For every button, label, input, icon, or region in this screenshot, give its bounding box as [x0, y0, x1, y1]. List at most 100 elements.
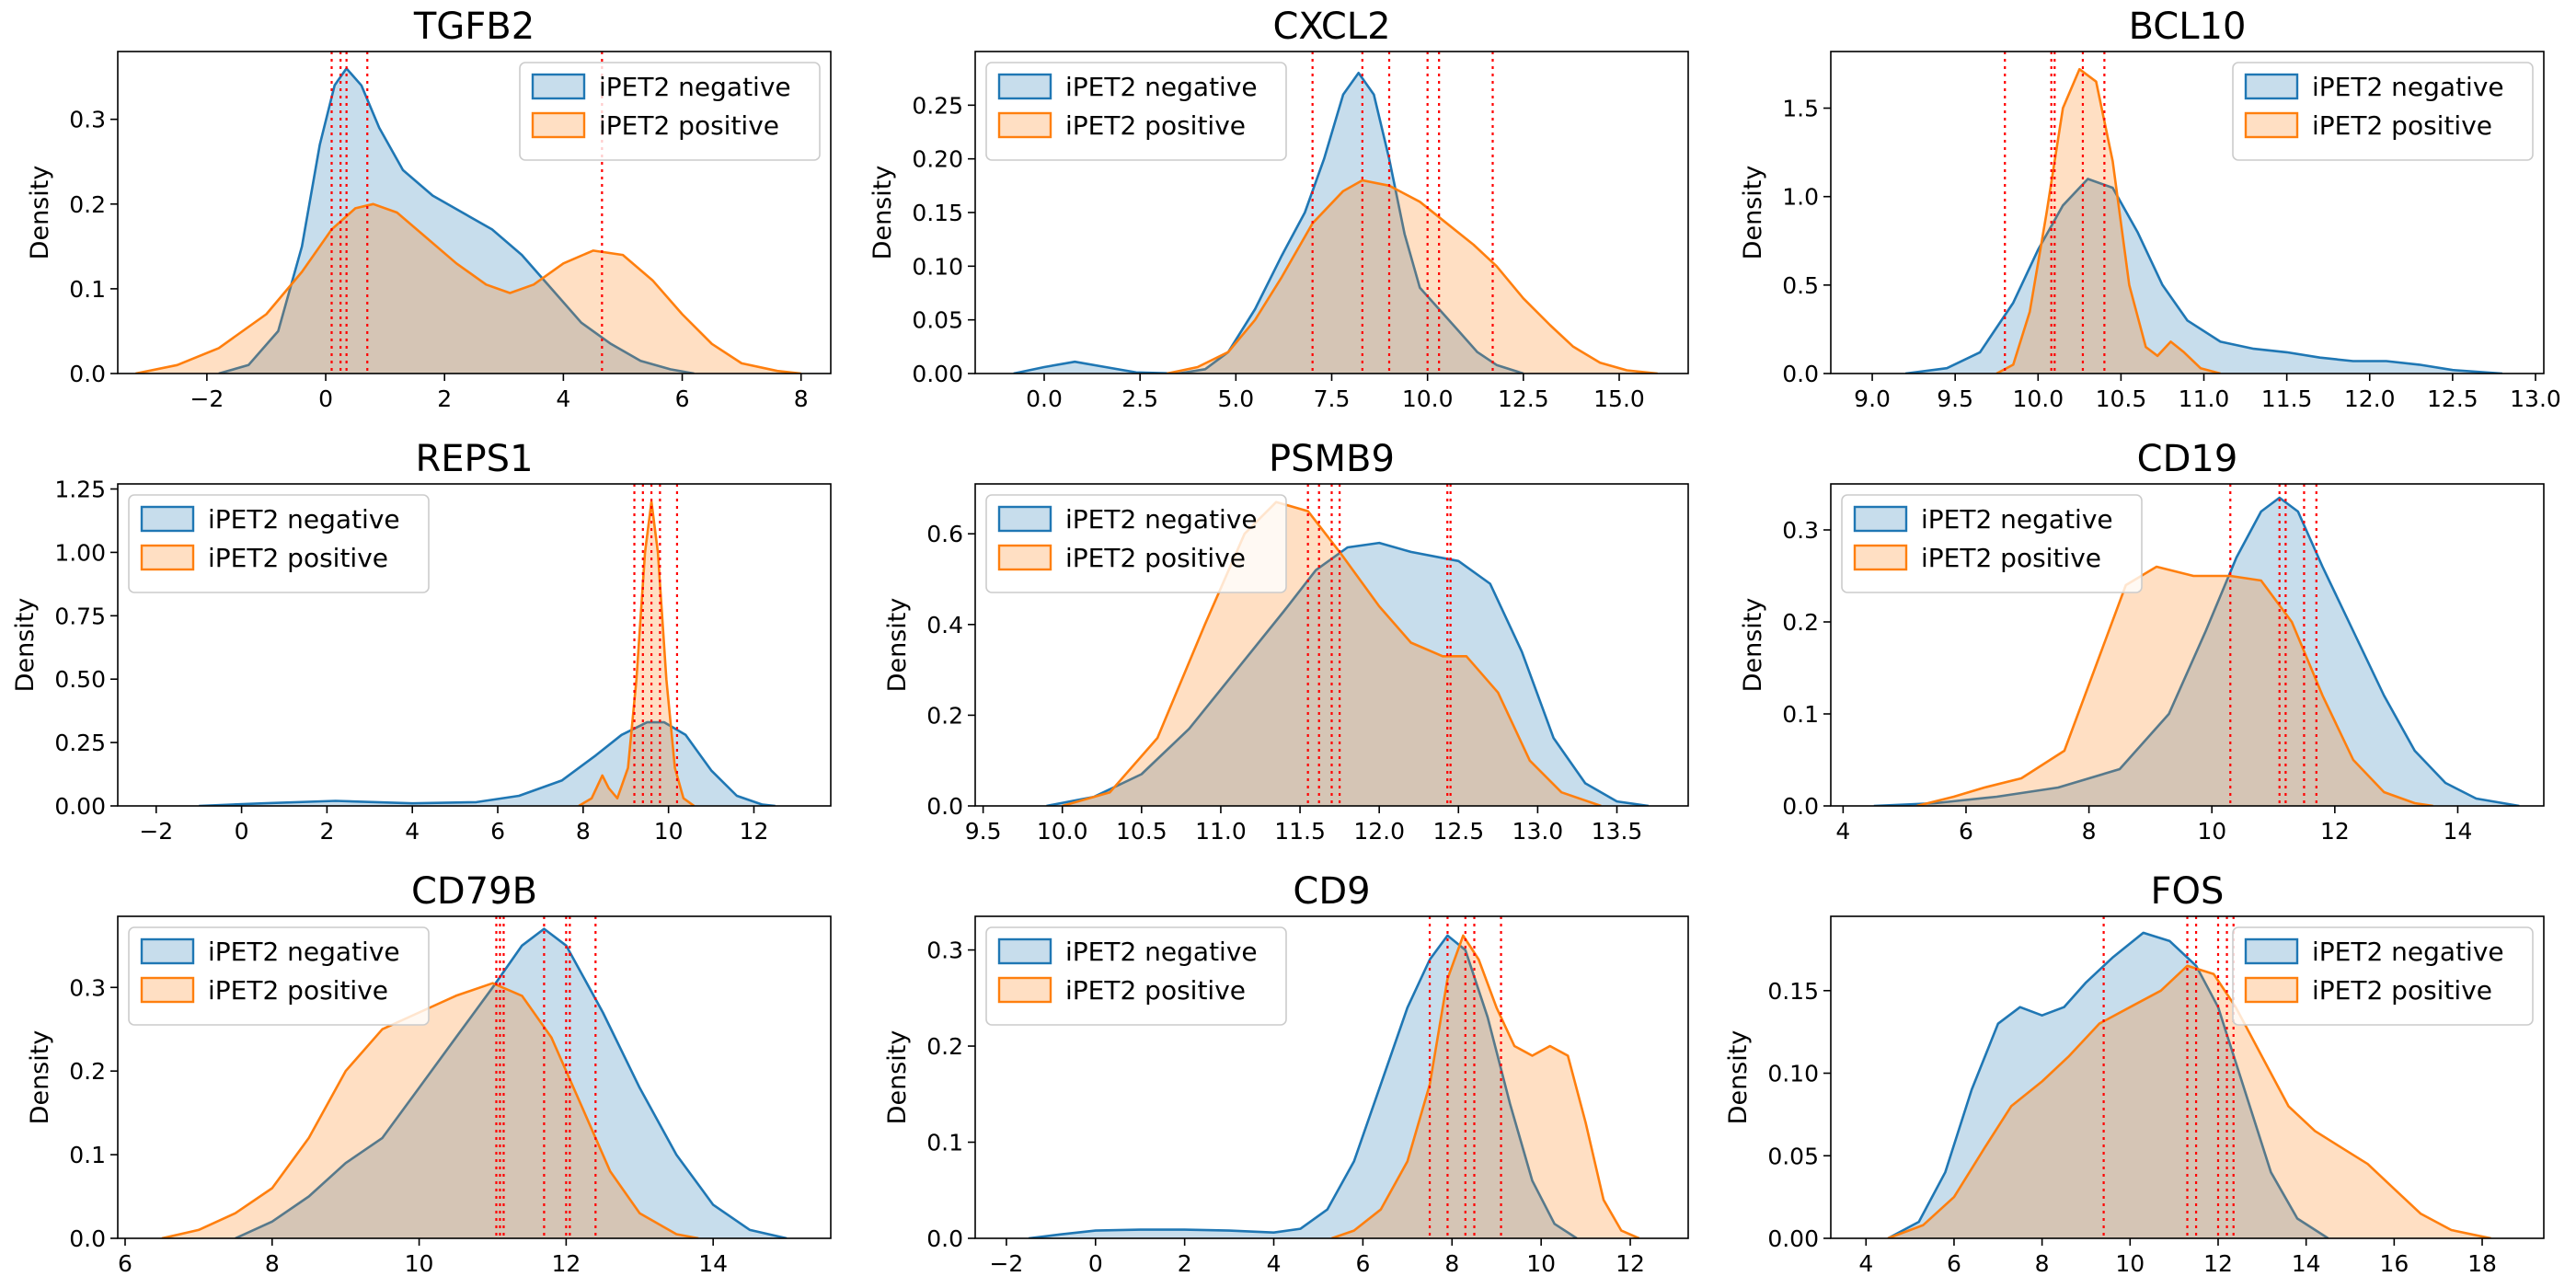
x-tick-label: 9.5	[1937, 385, 1973, 412]
legend-swatch	[997, 505, 1052, 533]
y-tick-label: 0.4	[926, 612, 963, 638]
plot-area	[1887, 916, 2491, 1238]
legend: iPET2 negative iPET2 positive	[2232, 926, 2534, 1026]
y-tick-label: 0.1	[69, 276, 106, 303]
y-tick-label: 0.05	[1767, 1143, 1819, 1169]
subplot-title: BCL10	[2129, 6, 2247, 48]
y-axis-label: Density	[26, 166, 54, 260]
density-line-series-1	[1062, 500, 1602, 806]
density-line-series-1	[1916, 565, 2433, 806]
y-axis-label: Density	[1739, 598, 1767, 693]
legend-entry: iPET2 positive	[2312, 975, 2492, 1006]
x-tick-label: −2	[139, 818, 173, 845]
y-tick-label: 0.00	[912, 361, 963, 387]
x-tick-label: 18	[2467, 1250, 2497, 1277]
legend-entry: iPET2 positive	[599, 110, 779, 141]
y-tick-label: 0.2	[926, 702, 963, 729]
subplot-title: CD79B	[411, 870, 537, 913]
axes-frame	[974, 915, 1689, 1239]
x-tick-label: 7.5	[1314, 385, 1351, 412]
y-axis-label: Density	[883, 598, 912, 693]
axes-frame	[117, 915, 832, 1239]
x-tick-label: 12.5	[1432, 818, 1484, 845]
density-fill-series-1	[1888, 965, 2491, 1238]
legend-swatch	[997, 937, 1052, 965]
axes-frame	[117, 483, 832, 807]
y-tick-label: 0.0	[69, 361, 106, 387]
y-tick-label: 0.15	[912, 200, 963, 226]
density-line-series-1	[1995, 67, 2221, 374]
density-line-series-0	[1028, 934, 1578, 1238]
legend-entry: iPET2 negative	[1065, 72, 1258, 102]
x-tick-label: 10.0	[1402, 385, 1454, 412]
density-fill-series-0	[1905, 178, 2502, 374]
x-tick-label: 4	[1267, 1250, 1282, 1277]
density-fill-series-0	[218, 68, 695, 374]
x-tick-label: 9.5	[965, 818, 1002, 845]
x-tick-label: 6	[118, 1250, 132, 1277]
density-fill-series-1	[1167, 180, 1658, 374]
y-tick-label: 0.20	[912, 146, 963, 173]
legend-swatch	[140, 544, 195, 571]
y-axis-label: Density	[26, 1030, 54, 1125]
legend-swatch	[1853, 505, 1908, 533]
x-tick-label: −2	[190, 385, 224, 412]
y-tick-label: 0.2	[69, 191, 106, 218]
subplot-fos: 4 6 8 10 12 14 16 18 0.00 0.05 0.10 0.15 FOS Density i…	[1724, 870, 2545, 1277]
x-tick-label: 11.0	[2179, 385, 2230, 412]
y-tick-label: 0.1	[926, 1130, 963, 1156]
density-line-series-1	[578, 500, 696, 806]
legend-swatch	[531, 111, 586, 139]
x-tick-label: 8	[576, 818, 591, 845]
subplot-cxcl2: 0.0 2.5 5.0 7.5 10.0 12.5 15.0 0.00 0.05 0.10 0.15…	[868, 6, 1689, 412]
plot-area	[1904, 52, 2502, 374]
y-axis-label: Density	[11, 598, 40, 693]
legend-swatch	[140, 505, 195, 533]
x-tick-label: 12.5	[2427, 385, 2478, 412]
x-tick-label: 12	[2320, 818, 2350, 845]
y-tick-label: 1.0	[1782, 184, 1819, 211]
y-tick-label: 0.0	[1782, 361, 1819, 387]
x-tick-label: 10.0	[1037, 818, 1088, 845]
legend-entry: iPET2 positive	[1065, 110, 1246, 141]
density-line-series-0	[1873, 496, 2520, 806]
plot-area	[1046, 484, 1650, 806]
legend-swatch	[997, 111, 1052, 139]
density-fill-series-0	[1013, 73, 1524, 374]
density-fill-series-1	[1331, 935, 1639, 1238]
x-tick-label: 13.5	[1592, 818, 1643, 845]
x-tick-label: 12	[1616, 1250, 1645, 1277]
y-axis-label: Density	[1724, 1030, 1753, 1125]
legend-entry: iPET2 negative	[2312, 937, 2504, 967]
y-tick-label: 0.00	[1767, 1225, 1819, 1252]
x-tick-label: 12	[740, 818, 769, 845]
density-fill-series-0	[199, 722, 776, 806]
legend-entry: iPET2 negative	[1065, 937, 1258, 967]
x-tick-label: 11.5	[1274, 818, 1326, 845]
y-tick-label: 0.0	[926, 1225, 963, 1252]
subplot-cd19: 4 6 8 10 12 14 0.0 0.1 0.2 0.3 CD19 Density iPET2 ne…	[1739, 438, 2545, 845]
y-tick-label: 0.3	[1782, 517, 1819, 544]
x-tick-label: 14	[2444, 818, 2473, 845]
density-fill-series-0	[1046, 543, 1649, 806]
x-tick-label: 12.0	[1353, 818, 1405, 845]
axes-frame	[1830, 915, 2545, 1239]
x-tick-label: 4	[1835, 818, 1850, 845]
x-tick-label: 0	[235, 818, 249, 845]
legend-swatch	[2244, 111, 2299, 139]
y-tick-label: 0.25	[912, 92, 963, 119]
y-tick-label: 0.0	[69, 1225, 106, 1252]
x-tick-label: 8	[794, 385, 809, 412]
legend-box	[985, 62, 1287, 161]
density-line-series-0	[218, 67, 695, 374]
x-tick-label: 0	[1088, 1250, 1103, 1277]
x-tick-label: 13.0	[1512, 818, 1564, 845]
x-tick-label: 8	[265, 1250, 280, 1277]
y-tick-label: 1.00	[54, 539, 106, 566]
x-tick-label: 10	[405, 1250, 434, 1277]
y-axis-label: Density	[883, 1030, 912, 1125]
x-tick-label: 6	[1947, 1250, 1961, 1277]
x-tick-label: 10	[2115, 1250, 2145, 1277]
x-tick-label: 11.0	[1195, 818, 1247, 845]
